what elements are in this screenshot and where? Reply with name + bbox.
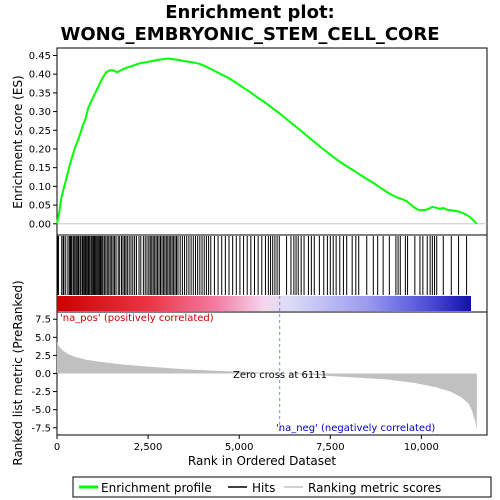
legend: Enrichment profile Hits Ranking metric s… — [73, 477, 491, 497]
x-ticks: 0 2,500 5,000 7,500 10,000 — [54, 435, 439, 453]
legend-metric-label: Ranking metric scores — [308, 481, 441, 495]
x-tick-label: 2,500 — [134, 442, 163, 453]
pos-correlated-label: 'na_pos' (positively correlated) — [60, 313, 214, 324]
neg-correlated-label: 'na_neg' (negatively correlated) — [276, 423, 435, 434]
es-y-tick-label: 0.40 — [29, 70, 51, 81]
x-tick-label: 7,500 — [316, 442, 345, 453]
es-y-tick-label: 0.35 — [29, 88, 51, 99]
es-y-tick-label: 0.25 — [29, 126, 51, 137]
es-curve-group — [57, 59, 477, 224]
ranking-metric-area — [57, 342, 477, 430]
legend-hits-label: Hits — [252, 481, 275, 495]
es-panel-frame — [57, 48, 487, 235]
metric-y-tick-label: 0.0 — [35, 369, 51, 380]
es-y-tick-label: 0.20 — [29, 144, 51, 155]
x-axis-label: Rank in Ordered Dataset — [188, 454, 336, 468]
es-y-tick-label: 0.30 — [29, 107, 51, 118]
legend-enrichment-label: Enrichment profile — [101, 481, 212, 495]
hits-group — [58, 236, 467, 295]
es-y-tick-label: 0.45 — [29, 51, 51, 62]
es-y-ticks: 0.00 0.05 0.10 0.15 0.20 0.25 0.30 0.35 0.40 0.45 — [29, 51, 57, 230]
zero-cross-label: Zero cross at 6111 — [233, 370, 327, 381]
es-y-tick-label: 0.15 — [29, 163, 51, 174]
metric-y-tick-label: -2.5 — [31, 387, 51, 398]
es-y-tick-label: 0.05 — [29, 201, 51, 212]
chart-title-line1: Enrichment plot: — [165, 2, 335, 23]
metric-y-tick-label: 2.5 — [35, 351, 51, 362]
es-y-axis-label: Enrichment score (ES) — [11, 75, 25, 208]
chart-title-line2: WONG_EMBRYONIC_STEM_CELL_CORE — [60, 24, 439, 45]
x-tick-label: 5,000 — [225, 442, 254, 453]
metric-y-tick-label: 7.5 — [35, 315, 51, 326]
ranking-color-bar — [57, 296, 471, 311]
metric-y-tick-label: -5.0 — [31, 405, 51, 416]
metric-y-tick-label: -7.5 — [31, 423, 51, 434]
metric-y-tick-label: 5.0 — [35, 333, 51, 344]
enrichment-profile-line — [57, 59, 477, 224]
x-tick-label: 0 — [54, 442, 60, 453]
metric-y-axis-label: Ranked list metric (PreRanked) — [11, 280, 25, 465]
es-y-tick-label: 0.10 — [29, 182, 51, 193]
x-tick-label: 10,000 — [404, 442, 439, 453]
es-y-tick-label: 0.00 — [29, 219, 51, 230]
metric-y-ticks: 7.5 5.0 2.5 0.0 -2.5 -5.0 -7.5 — [31, 315, 57, 435]
